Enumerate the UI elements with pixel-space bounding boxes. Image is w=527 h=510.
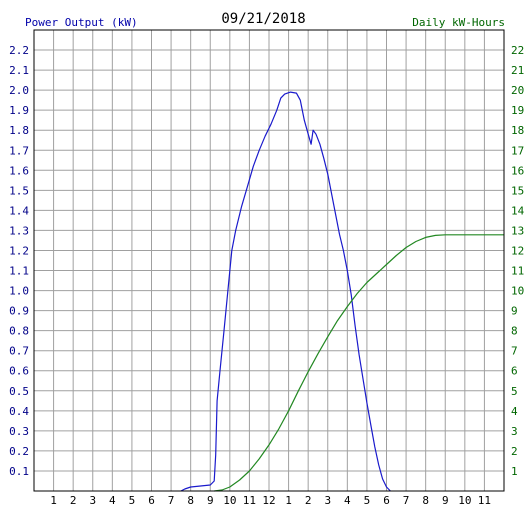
x-tick-label: 8 [187, 494, 194, 507]
right-y-tick-label: 18 [511, 124, 524, 137]
left-y-tick-label: 1.1 [9, 265, 29, 278]
x-tick-label: 11 [478, 494, 491, 507]
right-y-tick-label: 1 [511, 465, 518, 478]
daily-kwh-line [214, 234, 504, 492]
chart-date-title: 09/21/2018 [221, 11, 306, 27]
right-y-tick-label: 11 [511, 265, 524, 278]
x-tick-label: 3 [324, 494, 331, 507]
right-y-tick-label: 16 [511, 164, 524, 177]
left-y-tick-label: 0.3 [9, 425, 29, 438]
left-axis-title: Power Output (kW) [25, 16, 138, 29]
x-tick-label: 2 [305, 494, 312, 507]
x-tick-label: 10 [458, 494, 471, 507]
x-tick-label: 9 [442, 494, 449, 507]
left-y-tick-label: 1.8 [9, 124, 29, 137]
left-y-tick-label: 1.7 [9, 144, 29, 157]
right-axis-title: Daily kW-Hours [412, 16, 505, 29]
left-y-tick-label: 0.2 [9, 445, 29, 458]
x-tick-label: 4 [109, 494, 116, 507]
left-y-tick-label: 0.8 [9, 325, 29, 338]
x-tick-label: 6 [383, 494, 390, 507]
right-y-tick-label: 8 [511, 325, 518, 338]
right-y-tick-label: 13 [511, 224, 524, 237]
x-tick-label: 6 [148, 494, 155, 507]
x-tick-label: 8 [422, 494, 429, 507]
left-y-tick-label: 1.5 [9, 184, 29, 197]
right-y-tick-label: 20 [511, 84, 524, 97]
left-y-tick-label: 0.5 [9, 385, 29, 398]
x-tick-label: 4 [344, 494, 351, 507]
right-y-tick-label: 17 [511, 144, 524, 157]
right-y-tick-label: 6 [511, 365, 518, 378]
left-y-tick-label: 1.6 [9, 164, 29, 177]
x-tick-labels: 1 2 3 4 5 6 7 8 9 10 11 12 1 2 3 4 5 6 7 8 9 10 11 [50, 494, 491, 507]
x-tick-label: 7 [403, 494, 410, 507]
x-tick-label: 5 [129, 494, 136, 507]
left-y-tick-label: 1.9 [9, 104, 29, 117]
left-y-tick-label: 1.4 [9, 204, 29, 217]
grid-lines [34, 30, 504, 491]
left-y-tick-label: 0.6 [9, 365, 29, 378]
left-y-tick-label: 2.0 [9, 84, 29, 97]
right-y-tick-label: 22 [511, 44, 524, 57]
x-tick-label: 2 [70, 494, 77, 507]
left-y-tick-label: 0.4 [9, 405, 29, 418]
x-tick-label: 1 [50, 494, 57, 507]
left-y-tick-label: 1.2 [9, 244, 29, 257]
chart-series [180, 91, 504, 492]
x-tick-label: 5 [364, 494, 371, 507]
power-output-line [180, 91, 391, 492]
right-y-tick-label: 5 [511, 385, 518, 398]
x-tick-label: 7 [168, 494, 175, 507]
plot-border [33, 29, 505, 492]
x-tick-label: 3 [89, 494, 96, 507]
left-y-tick-label: 1.3 [9, 224, 29, 237]
left-y-tick-label: 0.1 [9, 465, 29, 478]
right-y-tick-label: 15 [511, 184, 524, 197]
x-tick-label: 9 [207, 494, 214, 507]
right-y-tick-label: 9 [511, 305, 518, 318]
right-y-tick-label: 10 [511, 285, 524, 298]
right-y-tick-label: 12 [511, 244, 524, 257]
left-y-tick-label: 0.9 [9, 305, 29, 318]
right-y-tick-label: 4 [511, 405, 518, 418]
left-y-tick-labels: 0.1 0.2 0.3 0.4 0.5 0.6 0.7 0.8 0.9 1.0 1.1 1.2 1.3 1… [9, 44, 29, 478]
right-y-tick-label: 7 [511, 345, 518, 358]
right-y-tick-label: 3 [511, 425, 518, 438]
right-y-tick-label: 21 [511, 64, 524, 77]
x-tick-label: 10 [223, 494, 236, 507]
x-tick-label: 11 [243, 494, 256, 507]
left-y-tick-label: 1.0 [9, 285, 29, 298]
left-y-tick-label: 2.1 [9, 64, 29, 77]
right-y-tick-label: 2 [511, 445, 518, 458]
right-y-tick-label: 14 [511, 204, 525, 217]
x-tick-label: 1 [285, 494, 292, 507]
left-y-tick-label: 0.7 [9, 345, 29, 358]
left-y-tick-label: 2.2 [9, 44, 29, 57]
x-tick-label: 12 [262, 494, 275, 507]
right-y-tick-label: 19 [511, 104, 524, 117]
